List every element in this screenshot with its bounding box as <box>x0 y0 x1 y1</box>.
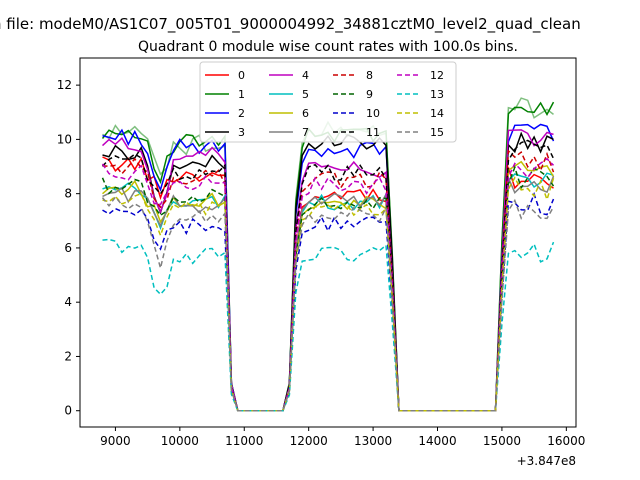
legend-label-8: 8 <box>366 69 373 82</box>
figure-suptitle: n file: modeM0/AS1C07_005T01_9000004992_… <box>0 15 581 34</box>
y-tick-label: 0 <box>64 404 72 418</box>
x-tick-label: 9000 <box>100 434 131 448</box>
y-tick-label: 10 <box>57 132 72 146</box>
legend-label-2: 2 <box>238 107 245 120</box>
series-line-14 <box>102 176 555 412</box>
series-line-13 <box>102 238 555 412</box>
y-tick-label: 12 <box>57 78 72 92</box>
y-tick-label: 6 <box>64 241 72 255</box>
legend-label-9: 9 <box>366 88 373 101</box>
legend-label-10: 10 <box>366 107 380 120</box>
legend-label-6: 6 <box>302 107 309 120</box>
x-tick-label: 16000 <box>547 434 585 448</box>
chart-title: Quadrant 0 module wise count rates with … <box>138 39 518 55</box>
legend-label-13: 13 <box>430 88 444 101</box>
legend-label-0: 0 <box>238 69 245 82</box>
y-tick-label: 8 <box>64 187 72 201</box>
legend-label-5: 5 <box>302 88 309 101</box>
legend-label-7: 7 <box>302 126 309 139</box>
y-tick-label: 4 <box>64 295 72 309</box>
legend-label-11: 11 <box>366 126 380 139</box>
legend-label-4: 4 <box>302 69 309 82</box>
legend-label-14: 14 <box>430 107 444 120</box>
series-line-15 <box>101 195 555 412</box>
x-tick-label: 12000 <box>290 434 328 448</box>
legend-label-15: 15 <box>430 126 444 139</box>
series-line-9 <box>101 165 555 412</box>
y-tick-label: 2 <box>64 349 72 363</box>
x-tick-label: 13000 <box>354 434 392 448</box>
x-tick-label: 10000 <box>161 434 199 448</box>
x-axis: 9000 10000 11000 12000 13000 14000 15000 16000 <box>100 427 585 448</box>
series-layer <box>101 97 555 412</box>
axes-frame <box>79 57 577 428</box>
x-offset-label: +3.847e8 <box>517 454 576 468</box>
x-tick-label: 14000 <box>418 434 456 448</box>
y-axis: 0 2 4 6 8 10 12 <box>57 78 80 418</box>
legend-frame <box>199 61 457 143</box>
legend-label-3: 3 <box>238 126 245 139</box>
x-tick-label: 15000 <box>483 434 521 448</box>
legend-label-12: 12 <box>430 69 444 82</box>
plot-area: 9000 10000 11000 12000 13000 14000 15000 16000 … <box>57 57 585 468</box>
x-tick-label: 11000 <box>225 434 263 448</box>
legend-label-1: 1 <box>238 88 245 101</box>
